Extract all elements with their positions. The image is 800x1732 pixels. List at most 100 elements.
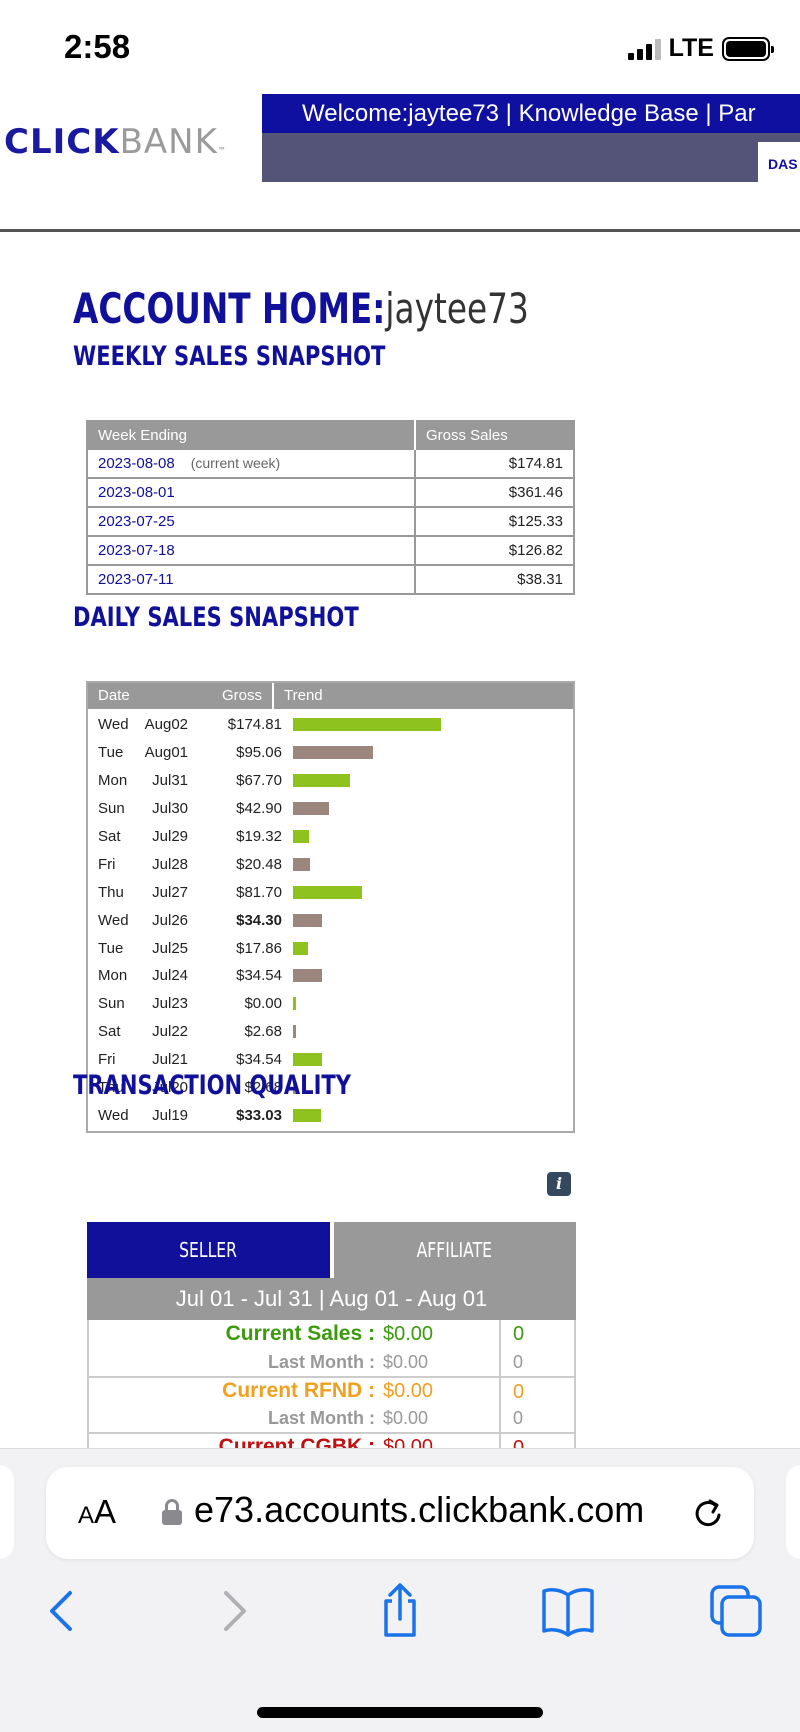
daily-row: Sun Jul23 $0.00	[88, 990, 573, 1018]
quality-count: 0	[499, 1378, 574, 1404]
week-ending-link[interactable]: 2023-08-01	[87, 477, 415, 507]
gross-label: $0.00	[244, 995, 282, 1013]
date-range: Jul 01 - Jul 31 | Aug 01 - Aug 01	[87, 1278, 576, 1320]
nav-toolbar	[0, 1579, 800, 1659]
info-icon[interactable]: i	[547, 1172, 571, 1196]
day-label: Wed	[98, 1106, 129, 1124]
trend-bar	[293, 857, 310, 871]
gross-label: $33.03	[236, 1106, 282, 1124]
quality-value: $0.00	[383, 1407, 429, 1428]
day-label: Tue	[98, 744, 124, 762]
day-label: Wed	[98, 911, 129, 929]
daily-header: Date Gross Trend	[88, 683, 573, 709]
clickbank-logo[interactable]: CLICKBANK™	[4, 122, 227, 162]
gross-label: $95.06	[236, 744, 282, 762]
quality-count: 0	[499, 1434, 574, 1448]
quality-row: Last Month : $0.00 0	[89, 1348, 574, 1376]
quality-row: Current RFND : $0.00 0	[89, 1376, 574, 1404]
week-ending-link[interactable]: 2023-07-18	[87, 535, 415, 565]
trend-bar	[293, 997, 296, 1011]
col-week-ending: Week Ending	[87, 421, 415, 449]
gross-label: $34.54	[236, 967, 282, 985]
prev-tab-pill[interactable]	[0, 1465, 14, 1559]
gross-label: $34.54	[236, 1051, 282, 1069]
network-label: LTE	[668, 34, 714, 62]
trend-bar	[293, 1108, 321, 1122]
daily-title: DAILY SALES SNAPSHOT	[73, 602, 359, 633]
day-label: Thu	[98, 883, 124, 901]
status-time: 2:58	[64, 28, 131, 65]
status-right: LTE	[627, 34, 774, 63]
daily-row: Mon Jul24 $34.54	[88, 962, 573, 990]
home-indicator	[257, 1707, 543, 1718]
forward-icon[interactable]	[202, 1579, 266, 1643]
sub-nav: DAS	[262, 133, 800, 182]
next-tab-pill[interactable]	[786, 1465, 800, 1559]
quality-title: TRANSACTION QUALITY	[73, 1070, 352, 1101]
day-label: Tue	[98, 939, 124, 957]
address-bar[interactable]: AA e73.accounts.clickbank.com	[46, 1467, 754, 1559]
gross-sales-cell: $126.82	[414, 535, 574, 565]
trend-bar	[293, 1053, 322, 1067]
day-label: Fri	[98, 1051, 116, 1069]
gross-label: $2.68	[244, 1023, 282, 1041]
trend-bar	[293, 941, 308, 955]
table-row: 2023-07-18 $126.82	[87, 535, 574, 565]
gross-sales-cell: $125.33	[414, 506, 574, 536]
status-bar: 2:58 LTE	[0, 0, 800, 92]
top-nav[interactable]: Welcome:jaytee73 | Knowledge Base | Par	[262, 94, 800, 133]
quality-label: Current Sales :	[225, 1322, 375, 1345]
day-label: Sun	[98, 800, 125, 818]
daily-row: Fri Jul28 $20.48	[88, 850, 573, 878]
trend-bar	[293, 1025, 296, 1039]
day-label: Mon	[98, 772, 128, 790]
gross-label: $20.48	[236, 855, 282, 873]
date-label: Jul31	[152, 772, 188, 790]
daily-row: Sat Jul29 $19.32	[88, 823, 573, 851]
date-label: Jul29	[152, 828, 188, 845]
gross-label: $19.32	[236, 828, 282, 845]
reader-aa-button[interactable]: AA	[78, 1493, 117, 1530]
back-icon[interactable]	[30, 1579, 94, 1643]
quality-count: 0	[499, 1348, 574, 1376]
quality-row: Current Sales : $0.00 0	[89, 1320, 574, 1348]
site-header: CLICKBANK™ Welcome:jaytee73 | Knowledge …	[0, 92, 800, 232]
col-gross: Gross	[221, 687, 262, 704]
gross-label: $42.90	[236, 800, 282, 818]
quality-row: Last Month : $0.00 0	[89, 1404, 574, 1432]
trend-bar	[293, 913, 322, 927]
weekly-title: WEEKLY SALES SNAPSHOT	[73, 341, 386, 372]
reload-icon[interactable]	[688, 1493, 728, 1533]
daily-row: Fri Jul21 $34.54	[88, 1046, 573, 1074]
date-label: Jul23	[152, 995, 188, 1013]
url-text[interactable]: e73.accounts.clickbank.com	[194, 1489, 645, 1530]
share-icon[interactable]	[368, 1579, 432, 1643]
daily-row: Sat Jul22 $2.68	[88, 1018, 573, 1046]
table-row: 2023-08-08 (current week) $174.81	[87, 448, 574, 478]
quality-label: Last Month :	[268, 1351, 375, 1372]
gross-label: $81.70	[236, 883, 282, 901]
date-label: Jul22	[152, 1023, 188, 1041]
date-label: Jul20	[152, 1079, 188, 1097]
tabs-icon[interactable]	[704, 1579, 768, 1643]
day-label: Sun	[98, 995, 125, 1013]
day-label: Mon	[98, 967, 128, 985]
date-label: Jul28	[152, 855, 188, 873]
week-ending-link[interactable]: 2023-07-11	[87, 564, 415, 594]
week-ending-link[interactable]: 2023-07-25	[87, 506, 415, 536]
col-date: Date	[98, 687, 130, 704]
trend-bar	[293, 830, 309, 843]
gross-sales-cell: $174.81	[414, 448, 574, 478]
gross-label: $174.81	[227, 716, 282, 734]
browser-toolbar: AA e73.accounts.clickbank.com	[0, 1448, 800, 1732]
date-label: Jul26	[152, 911, 188, 929]
tab-dashboard[interactable]: DAS	[758, 142, 800, 182]
quality-value: $0.00	[383, 1351, 429, 1372]
tab-seller[interactable]: SELLER	[87, 1222, 330, 1278]
bookmarks-icon[interactable]	[536, 1579, 600, 1643]
tab-affiliate[interactable]: AFFILIATE	[333, 1222, 576, 1278]
weekly-sales-table: Week Ending Gross Sales 2023-08-08 (curre…	[86, 420, 575, 595]
quality-label: Current CGBK :	[218, 1435, 375, 1448]
gross-label: $17.86	[236, 939, 282, 957]
week-ending-link[interactable]: 2023-08-08 (current week)	[87, 448, 415, 478]
